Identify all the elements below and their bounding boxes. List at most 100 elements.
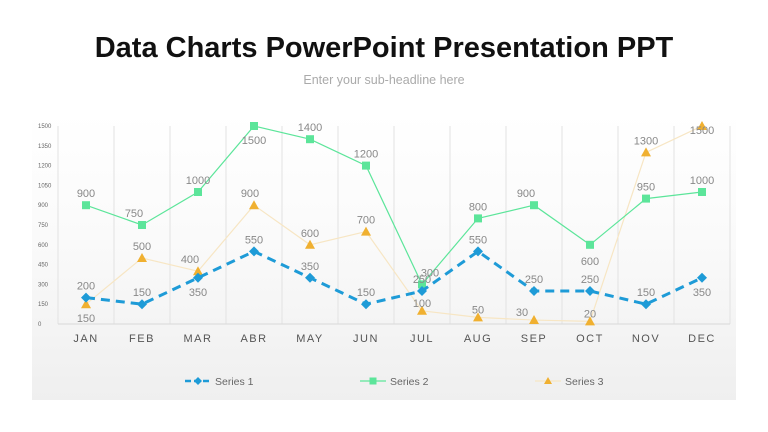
series-3-marker [193,266,203,276]
y-tick-label: 0 [38,322,42,328]
data-label: 250 [581,274,599,286]
data-label: 1500 [690,125,714,137]
x-tick-label: SEP [521,333,548,345]
series-3-marker [249,200,259,210]
series-1-marker [193,272,203,283]
series-2-marker [586,240,594,249]
y-tick-label: 1500 [38,124,52,130]
series-3-marker [81,299,91,309]
series-1-marker [305,272,315,283]
y-tick-label: 300 [38,282,49,288]
series-1-marker [81,292,91,303]
data-label: 50 [472,304,484,316]
y-tick-label: 1350 [38,144,52,150]
data-label: 1000 [690,175,714,187]
square-icon [369,377,377,385]
data-label: 1400 [298,122,322,134]
triangle-icon [544,377,552,384]
x-tick-label: AUG [464,333,492,345]
series-2-marker [642,194,650,203]
series-1-marker [249,246,259,257]
series-1-marker [137,299,147,310]
x-tick-label: FEB [129,333,155,345]
slide-subtitle: Enter your sub-headline here [303,73,465,87]
legend-label-series-2: Series 2 [390,376,429,388]
y-tick-label: 1050 [38,183,52,189]
data-label: 350 [189,287,207,299]
series-1-marker [697,272,707,283]
series-2-marker [474,214,482,223]
series-3-marker [305,239,315,249]
data-label: 1300 [634,135,658,147]
series-3-marker [361,226,371,236]
y-tick-label: 450 [38,263,49,269]
data-label: 200 [77,281,95,293]
y-tick-label: 750 [38,223,49,229]
data-label: 150 [637,287,655,299]
series-2-marker [306,135,314,144]
x-tick-label: MAY [296,333,324,345]
y-tick-label: 150 [38,302,49,308]
series-3-marker [697,121,707,130]
x-tick-label: OCT [576,333,604,345]
x-tick-label: ABR [240,333,267,345]
data-label: 30 [516,307,528,319]
data-label: 400 [181,254,199,266]
data-label: 800 [469,201,487,213]
series-1-marker [417,286,427,296]
data-label: 900 [517,188,535,200]
series-2-marker [530,201,538,210]
data-label: 700 [357,215,375,227]
data-label: 250 [413,274,431,286]
series-2-marker [82,201,90,210]
data-label: 750 [125,208,143,220]
series-3-marker [641,147,651,157]
series-2-marker [194,188,202,196]
data-label: 250 [525,274,543,286]
series-2-marker [250,122,258,130]
data-label: 100 [413,298,431,310]
series-1-marker [641,299,651,310]
series-2-marker [418,280,426,289]
series-2-line [85,125,703,286]
x-tick-label: JUL [410,333,434,345]
series-3-marker [137,253,147,262]
data-label: 350 [301,261,319,273]
slide-title: Data Charts PowerPoint Presentation PPT [94,32,674,64]
series-3-line [85,125,703,322]
x-tick-label: MAR [184,333,213,345]
data-label: 150 [357,287,375,299]
x-tick-label: JAN [73,333,98,345]
data-label: 1500 [242,135,266,147]
data-label: 900 [241,188,259,200]
series-3-marker [473,312,483,322]
y-tick-label: 600 [38,243,49,249]
data-label: 1200 [354,149,378,161]
diamond-icon [194,377,202,385]
data-label: 600 [581,256,599,268]
data-label: 900 [77,188,95,200]
series-2-marker [698,188,706,196]
legend-label-series-1: Series 1 [215,376,254,388]
chart-background [32,112,736,400]
data-label: 600 [301,228,319,240]
data-label: 550 [245,234,263,246]
y-tick-label: 1200 [38,164,52,170]
series-1-marker [585,286,595,296]
data-label: 300 [421,267,439,279]
series-3-marker [585,316,595,326]
x-tick-label: DEC [688,333,716,345]
series-1-marker [529,286,539,296]
series-2-marker [362,161,370,170]
series-3-marker [417,305,427,315]
y-tick-label: 900 [38,203,49,209]
series-1-line [85,249,703,306]
data-label: 350 [693,287,711,299]
legend-label-series-3: Series 3 [565,376,604,388]
x-tick-label: NOV [632,333,660,345]
x-tick-label: JUN [353,333,379,345]
data-label: 20 [584,308,596,320]
data-label: 500 [133,241,151,253]
series-2-marker [138,221,146,229]
data-label: 550 [469,234,487,246]
